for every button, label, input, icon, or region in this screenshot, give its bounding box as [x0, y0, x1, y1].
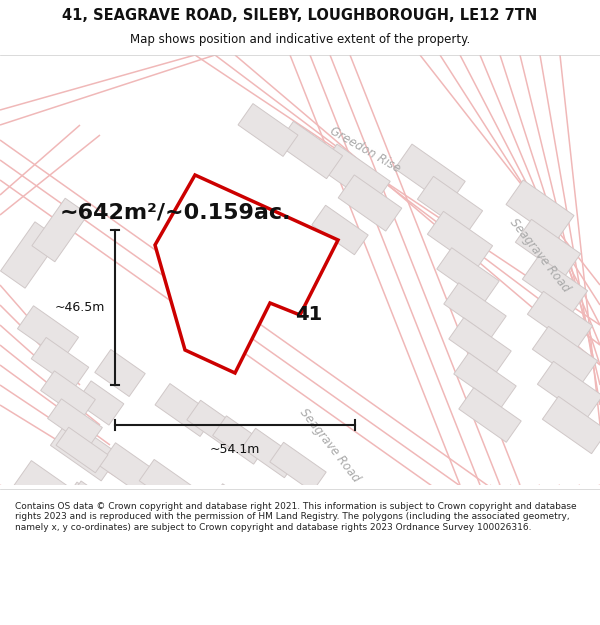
Polygon shape: [11, 461, 89, 529]
Polygon shape: [395, 144, 465, 206]
Polygon shape: [212, 416, 268, 464]
Polygon shape: [338, 175, 402, 231]
Polygon shape: [242, 428, 298, 478]
Polygon shape: [62, 481, 139, 549]
Polygon shape: [100, 442, 161, 498]
Polygon shape: [320, 144, 390, 206]
Text: Contains OS data © Crown copyright and database right 2021. This information is : Contains OS data © Crown copyright and d…: [15, 502, 577, 532]
Polygon shape: [187, 400, 243, 450]
Polygon shape: [542, 396, 600, 454]
Polygon shape: [515, 219, 581, 277]
Polygon shape: [277, 121, 343, 179]
Polygon shape: [418, 176, 482, 234]
Polygon shape: [538, 361, 600, 419]
Text: 41, SEAGRAVE ROAD, SILEBY, LOUGHBOROUGH, LE12 7TN: 41, SEAGRAVE ROAD, SILEBY, LOUGHBOROUGH,…: [62, 8, 538, 23]
Polygon shape: [56, 428, 108, 472]
Polygon shape: [270, 442, 326, 492]
Polygon shape: [238, 104, 298, 156]
Polygon shape: [449, 318, 511, 372]
Polygon shape: [427, 211, 493, 269]
Text: ~54.1m: ~54.1m: [210, 443, 260, 456]
Text: Seagrave Road: Seagrave Road: [297, 406, 363, 484]
Text: Map shows position and indicative extent of the property.: Map shows position and indicative extent…: [130, 33, 470, 46]
Polygon shape: [47, 399, 103, 447]
Polygon shape: [1, 222, 59, 288]
Polygon shape: [523, 256, 587, 314]
Polygon shape: [437, 248, 499, 302]
Polygon shape: [155, 384, 215, 436]
Polygon shape: [506, 180, 574, 240]
Text: ~642m²/~0.159ac.: ~642m²/~0.159ac.: [60, 203, 292, 223]
Text: Seagrave Road: Seagrave Road: [507, 216, 573, 294]
Polygon shape: [527, 291, 593, 349]
Polygon shape: [532, 326, 598, 384]
Polygon shape: [31, 338, 89, 389]
Polygon shape: [60, 482, 130, 544]
Polygon shape: [41, 371, 95, 419]
Polygon shape: [206, 484, 274, 542]
Polygon shape: [160, 486, 230, 548]
Text: Greedon Rise: Greedon Rise: [328, 124, 403, 176]
Polygon shape: [110, 489, 180, 551]
Polygon shape: [50, 419, 119, 481]
Polygon shape: [312, 205, 368, 255]
Polygon shape: [155, 175, 338, 373]
Polygon shape: [17, 306, 79, 360]
Polygon shape: [95, 349, 145, 396]
Polygon shape: [32, 198, 88, 262]
Polygon shape: [444, 282, 506, 338]
Text: 41: 41: [295, 306, 322, 324]
Polygon shape: [459, 388, 521, 442]
Polygon shape: [76, 381, 124, 425]
Text: ~46.5m: ~46.5m: [55, 301, 105, 314]
Polygon shape: [139, 459, 197, 511]
Polygon shape: [454, 352, 516, 408]
